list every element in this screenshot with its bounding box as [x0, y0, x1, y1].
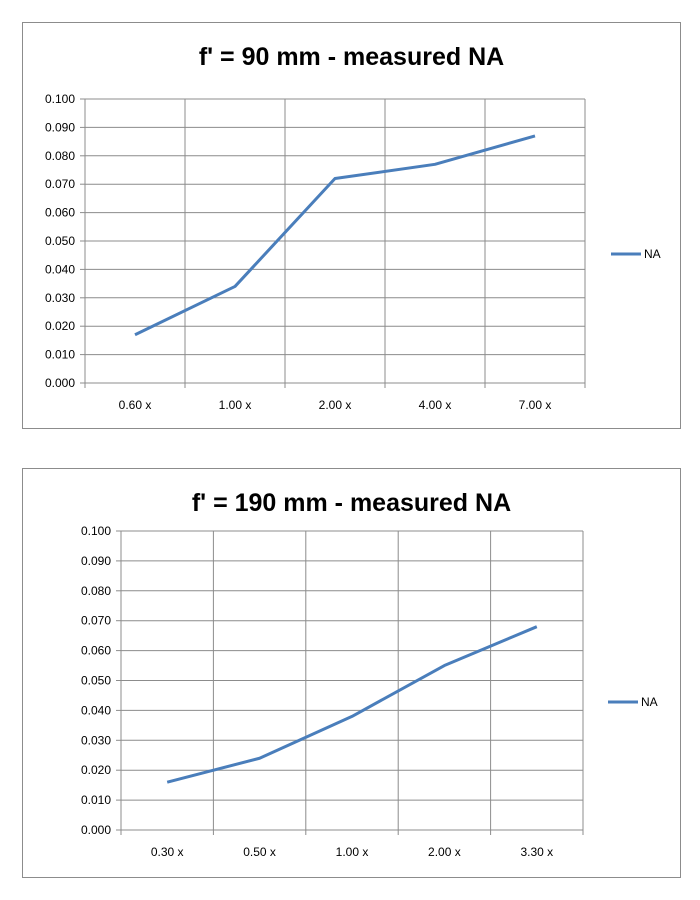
y-tick-label: 0.090 — [45, 120, 75, 134]
x-tick-label: 4.00 x — [419, 398, 452, 412]
y-tick-label: 0.040 — [81, 703, 111, 717]
y-tick-label: 0.010 — [45, 348, 75, 362]
x-tick-label: 0.60 x — [119, 398, 152, 412]
y-tick-label: 0.020 — [81, 763, 111, 777]
y-tick-label: 0.100 — [81, 524, 111, 538]
legend-label: NA — [641, 695, 658, 709]
x-tick-label: 1.00 x — [219, 398, 252, 412]
y-tick-label: 0.090 — [81, 554, 111, 568]
x-tick-label: 2.00 x — [319, 398, 352, 412]
chart-panel-f190: f' = 190 mm - measured NA 0.000 0.010 0.02… — [22, 468, 681, 878]
series-line-na — [166, 625, 538, 784]
legend-label: NA — [644, 247, 661, 261]
y-tick-label: 0.040 — [45, 262, 75, 276]
series-line-na — [134, 134, 536, 337]
y-tick-label: 0.050 — [45, 234, 75, 248]
y-tick-label: 0.080 — [81, 584, 111, 598]
y-tick-label: 0.100 — [45, 92, 75, 106]
y-tick-label: 0.030 — [45, 291, 75, 305]
chart-svg-f190: 0.000 0.010 0.020 0.030 0.040 0.050 0.060 0.070… — [81, 524, 658, 859]
chart-title: f' = 90 mm - measured NA — [198, 43, 505, 71]
y-tick-label: 0.070 — [45, 177, 75, 191]
y-tick-label: 0.050 — [81, 674, 111, 688]
y-tick-label: 0.030 — [81, 733, 111, 747]
y-tick-label: 0.070 — [81, 614, 111, 628]
y-tick-label: 0.000 — [81, 823, 111, 837]
chart-title: f' = 190 mm - measured NA — [191, 489, 512, 517]
y-tick-label: 0.080 — [45, 149, 75, 163]
y-tick-label: 0.020 — [45, 319, 75, 333]
y-tick-label: 0.060 — [81, 644, 111, 658]
y-tick-label: 0.000 — [45, 376, 75, 390]
x-tick-label: 2.00 x — [428, 845, 461, 859]
y-tick-label: 0.060 — [45, 206, 75, 220]
x-tick-label: 1.00 x — [336, 845, 369, 859]
x-tick-label: 3.30 x — [520, 845, 553, 859]
chart-panel-f90: f' = 90 mm - measured NA 0.000 0.010 0.020… — [22, 22, 681, 429]
x-tick-label: 0.30 x — [151, 845, 184, 859]
y-tick-label: 0.010 — [81, 793, 111, 807]
x-tick-label: 7.00 x — [519, 398, 552, 412]
chart-svg-f90: 0.000 0.010 0.020 0.030 0.040 0.050 0.060 0.070… — [45, 92, 661, 412]
x-tick-label: 0.50 x — [243, 845, 276, 859]
